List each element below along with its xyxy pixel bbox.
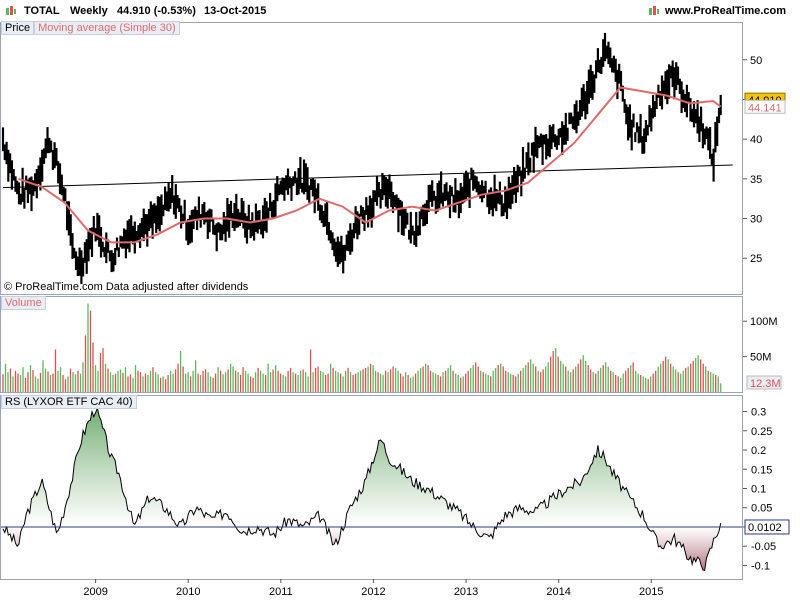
rs-tick-label: 0.25 xyxy=(751,426,772,438)
price-tick-label: 25 xyxy=(750,253,762,265)
x-tick-label: 2011 xyxy=(269,586,293,598)
last-ma-badge xyxy=(744,99,786,114)
chart-type-icon xyxy=(5,5,17,17)
chart-header: TOTAL Weekly 44.910 (-0.53%) 13-Oct-2015… xyxy=(0,0,800,22)
rs-last-badge xyxy=(744,519,790,535)
symbol-label: TOTAL xyxy=(24,5,60,17)
rs-tick-label: 0.05 xyxy=(751,503,772,515)
chart-canvas: 25303540455044.91044.14150M100M12.3M-0.1… xyxy=(0,22,790,598)
rs-line xyxy=(2,406,722,572)
ma-label: Moving average (Simple 30) xyxy=(34,21,180,35)
x-tick-label: 2009 xyxy=(83,586,107,598)
last-volume-value: 12.3M xyxy=(750,378,781,390)
last-volume-badge xyxy=(746,375,782,390)
rs-tick-label: -0.1 xyxy=(751,560,770,572)
price-tick-label: 50 xyxy=(750,55,762,67)
price-tick-label: 30 xyxy=(750,214,762,226)
x-tick-label: 2012 xyxy=(361,586,385,598)
volume-tick-label: 100M xyxy=(750,316,778,328)
last-price-change: 44.910 (-0.53%) xyxy=(117,5,196,17)
rs-tick-label: 0.15 xyxy=(751,464,772,476)
x-tick-label: 2014 xyxy=(546,586,570,598)
x-tick-label: 2013 xyxy=(454,586,478,598)
price-tick-label: 35 xyxy=(750,174,762,186)
volume-pane-labels: Volume xyxy=(1,296,46,310)
rs-pane-labels: RS (LYXOR ETF CAC 40) xyxy=(1,395,137,409)
price-pane-labels: Price Moving average (Simple 30) xyxy=(1,21,180,35)
rs-label: RS (LYXOR ETF CAC 40) xyxy=(1,395,137,409)
rs-positive-area xyxy=(3,407,721,527)
legend-icon[interactable] xyxy=(648,5,660,17)
rs-tick-label: 0.1 xyxy=(751,484,766,496)
price-tick-label: 40 xyxy=(750,134,762,146)
rs-last-value: 0.0102 xyxy=(748,522,782,534)
last-ma-value: 44.141 xyxy=(748,102,782,114)
price-label: Price xyxy=(1,21,35,35)
period-label: Weekly xyxy=(70,5,108,17)
copyright-note: © ProRealTime.com Data adjusted after di… xyxy=(4,281,249,293)
moving-average-line xyxy=(18,86,722,244)
volume-label: Volume xyxy=(1,296,46,310)
x-tick-label: 2015 xyxy=(639,586,663,598)
site-link[interactable]: www.ProRealTime.com xyxy=(665,5,787,17)
trendline xyxy=(2,164,733,189)
rs-tick-label: -0.05 xyxy=(751,541,776,553)
date-label: 13-Oct-2015 xyxy=(204,5,267,17)
volume-tick-label: 50M xyxy=(750,352,771,364)
x-tick-label: 2010 xyxy=(176,586,200,598)
rs-tick-label: 0.3 xyxy=(751,407,766,419)
rs-tick-label: 0.2 xyxy=(751,445,766,457)
